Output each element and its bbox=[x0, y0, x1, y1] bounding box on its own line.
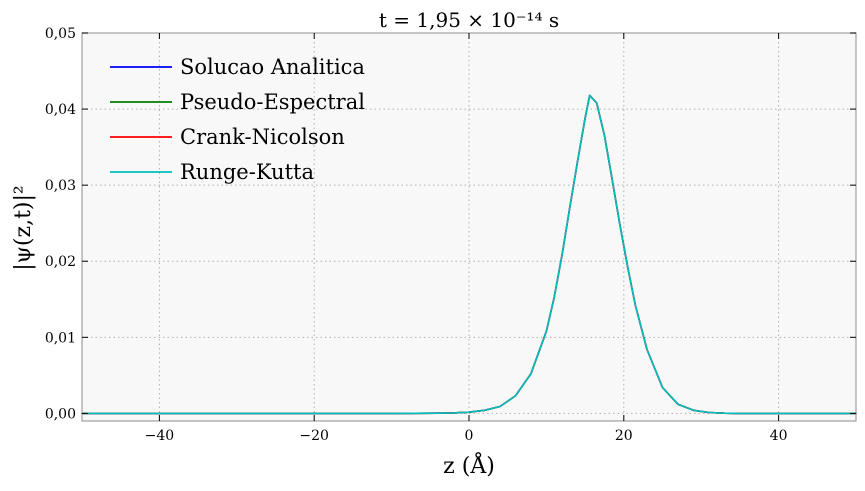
x-tick-label: 40 bbox=[770, 428, 788, 444]
y-tick-label: 0,00 bbox=[45, 406, 76, 422]
legend-label-runge-kutta: Runge-Kutta bbox=[180, 160, 314, 184]
y-tick-label: 0,04 bbox=[45, 102, 76, 118]
legend-label-pseudo-espectral: Pseudo-Espectral bbox=[180, 90, 365, 114]
x-axis-title: z (Å) bbox=[443, 451, 495, 479]
y-tick-label: 0,02 bbox=[45, 254, 76, 270]
legend-label-crank-nicolson: Crank-Nicolson bbox=[180, 125, 345, 149]
x-tick-label: 20 bbox=[615, 428, 633, 444]
y-tick-label: 0,03 bbox=[45, 178, 76, 194]
x-tick-label: 0 bbox=[465, 428, 474, 444]
legend: Solucao Analitica Pseudo-Espectral Crank-N… bbox=[110, 55, 365, 184]
x-tick-label: −40 bbox=[145, 428, 175, 444]
chart-title: t = 1,95 × 10⁻¹⁴ s bbox=[379, 8, 559, 32]
legend-label-solucao-analitica: Solucao Analitica bbox=[180, 55, 365, 79]
y-tick-label: 0,01 bbox=[45, 330, 76, 346]
y-tick-label: 0,05 bbox=[45, 26, 76, 42]
y-axis-title: |ψ(z,t)|² bbox=[11, 185, 36, 271]
x-tick-label: −20 bbox=[299, 428, 329, 444]
series-layer bbox=[81, 94, 857, 415]
series-line-runge-kutta bbox=[81, 94, 857, 415]
tick-layer: −40 −20 0 20 40 0,00 0,01 0,02 0,03 0,04 0,05 bbox=[45, 26, 856, 444]
